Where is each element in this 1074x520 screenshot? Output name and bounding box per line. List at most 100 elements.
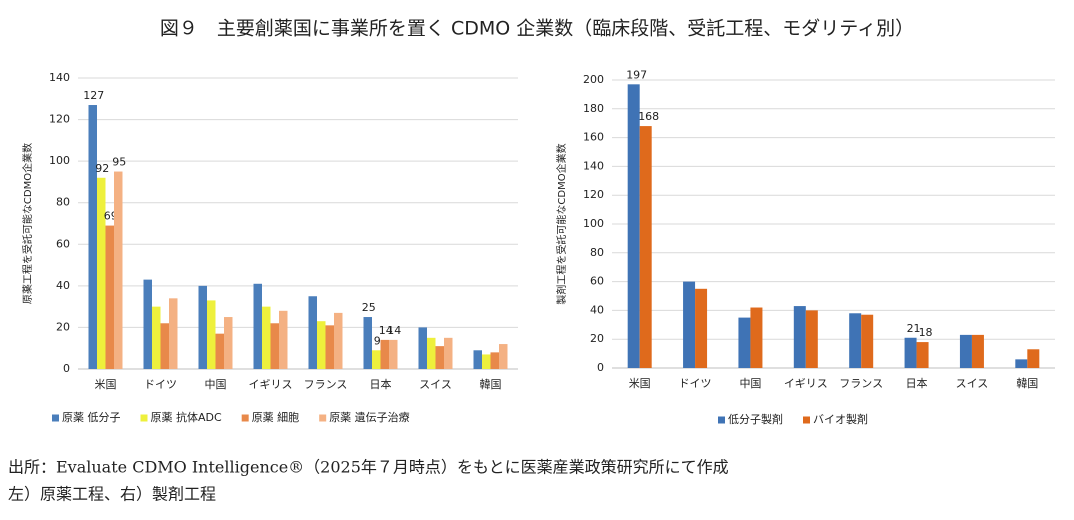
bar <box>904 337 917 368</box>
y-tick-label: 100 <box>583 217 604 230</box>
bar <box>1027 349 1040 368</box>
legend-label: 原薬 細胞 <box>252 411 300 424</box>
bar <box>198 285 207 369</box>
bar <box>849 313 862 368</box>
legend-swatch <box>140 414 148 422</box>
data-label: 168 <box>638 110 659 123</box>
y-axis-title: 製剤工程を受託可能なCDMO企業数 <box>555 143 568 304</box>
bar <box>499 344 508 369</box>
bar <box>861 314 874 368</box>
bar <box>317 321 326 369</box>
bar <box>435 346 444 369</box>
bar <box>444 337 453 369</box>
bar <box>793 306 806 368</box>
bar <box>160 323 169 369</box>
legend-label: バイオ製剤 <box>813 412 868 426</box>
bar <box>363 317 372 369</box>
y-tick-label: 120 <box>49 113 70 126</box>
x-tick-label: 中国 <box>205 378 227 391</box>
bar <box>683 281 696 368</box>
x-tick-label: 日本 <box>370 377 392 391</box>
y-axis-title: 原薬工程を受託可能なCDMO企業数 <box>21 143 34 304</box>
bar <box>639 126 652 368</box>
x-tick-label: ドイツ <box>679 377 712 390</box>
bar <box>959 334 972 368</box>
y-tick-label: 60 <box>590 275 604 288</box>
data-label: 14 <box>379 324 393 337</box>
bar <box>114 171 123 369</box>
y-tick-label: 120 <box>583 188 604 201</box>
y-tick-label: 80 <box>590 246 604 259</box>
legend-swatch <box>241 414 249 422</box>
bar <box>308 296 317 369</box>
x-tick-label: 日本 <box>906 376 928 390</box>
bar <box>169 298 178 369</box>
y-tick-label: 140 <box>49 71 70 84</box>
data-label: 21 <box>907 322 921 335</box>
legend-label: 原薬 抗体ADC <box>151 410 222 424</box>
bar <box>418 327 427 369</box>
x-tick-label: 韓国 <box>480 378 502 391</box>
figure-title: 図９ 主要創薬国に事業所を置く CDMO 企業数（臨床段階、受託工程、モダリティ… <box>160 18 914 40</box>
data-label: 9 <box>374 334 381 347</box>
bar <box>262 306 271 369</box>
bar <box>207 300 216 369</box>
bar <box>380 339 389 369</box>
bar <box>325 325 334 369</box>
panel-note: 左）原薬工程、右）製剤工程 <box>8 485 216 504</box>
x-tick-label: 中国 <box>739 377 761 390</box>
legend-label: 低分子製剤 <box>728 412 783 426</box>
x-tick-label: イギリス <box>784 377 828 390</box>
bar <box>279 310 288 369</box>
bar <box>143 279 152 369</box>
bar <box>627 84 640 368</box>
bar <box>88 105 97 370</box>
x-tick-label: 米国 <box>629 377 651 390</box>
bar <box>490 352 499 369</box>
y-tick-label: 20 <box>56 320 70 333</box>
bar <box>105 225 114 369</box>
data-label: 18 <box>919 326 933 339</box>
y-tick-label: 100 <box>49 154 70 167</box>
data-label: 95 <box>112 156 126 169</box>
legend-label: 原薬 遺伝子治療 <box>329 410 410 424</box>
x-tick-label: 韓国 <box>1016 377 1038 390</box>
x-tick-label: フランス <box>839 377 883 390</box>
bar <box>215 333 224 369</box>
y-tick-label: 20 <box>590 332 604 345</box>
bar <box>971 334 984 368</box>
bar <box>473 350 482 369</box>
bar <box>482 354 491 369</box>
y-tick-label: 0 <box>63 362 70 375</box>
y-tick-label: 40 <box>56 279 70 292</box>
data-label: 197 <box>626 68 647 81</box>
legend-swatch <box>718 416 725 424</box>
data-label: 92 <box>95 162 109 175</box>
x-tick-label: イギリス <box>249 378 293 391</box>
bar <box>372 350 381 369</box>
legend-swatch <box>52 414 59 422</box>
y-tick-label: 0 <box>597 361 604 374</box>
x-tick-label: スイス <box>956 377 989 390</box>
data-label: 14 <box>387 324 401 337</box>
x-tick-label: 米国 <box>95 378 117 391</box>
bar <box>427 337 436 369</box>
y-tick-label: 60 <box>56 237 70 250</box>
bar <box>750 307 763 368</box>
x-tick-label: ドイツ <box>144 378 177 391</box>
source-note: 出所：Evaluate CDMO Intelligence®（2025年７月時点… <box>8 458 729 477</box>
y-tick-label: 140 <box>583 159 604 172</box>
bar <box>270 323 279 369</box>
x-tick-label: フランス <box>304 378 348 391</box>
bar <box>1015 359 1028 368</box>
bar <box>152 306 161 369</box>
y-tick-label: 160 <box>583 131 604 144</box>
bar <box>738 317 751 368</box>
data-label: 25 <box>362 301 376 314</box>
y-tick-label: 200 <box>583 73 604 86</box>
bar <box>224 317 233 369</box>
y-tick-label: 180 <box>583 102 604 115</box>
legend-swatch <box>803 416 810 424</box>
bar <box>253 283 262 369</box>
